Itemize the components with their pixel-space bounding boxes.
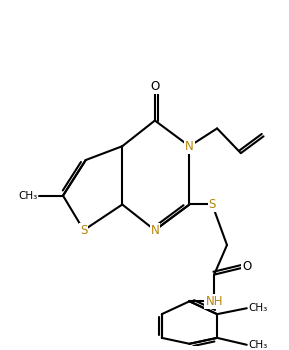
Text: S: S (80, 224, 88, 237)
Text: S: S (208, 198, 216, 211)
Text: N: N (151, 224, 159, 237)
Text: O: O (242, 260, 251, 273)
Text: CH₃: CH₃ (249, 340, 268, 350)
Text: CH₃: CH₃ (18, 191, 37, 201)
Text: CH₃: CH₃ (249, 303, 268, 313)
Text: N: N (185, 140, 194, 153)
Text: NH: NH (205, 295, 223, 308)
Text: O: O (150, 80, 160, 93)
